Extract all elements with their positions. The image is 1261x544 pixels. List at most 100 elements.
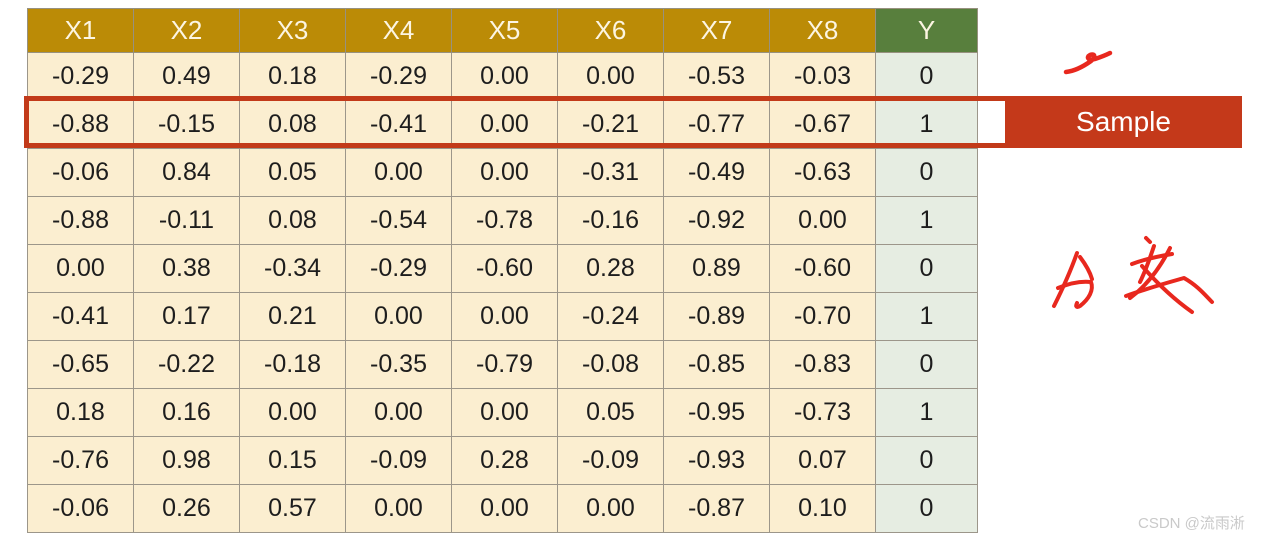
feature-cell: -0.70 xyxy=(769,292,876,341)
table-row: -0.65 -0.22 -0.18 -0.35 -0.79 -0.08 -0.85 -0.83… xyxy=(27,340,978,389)
sample-label: Sample xyxy=(1005,96,1242,148)
table-row: -0.41 0.17 0.21 0.00 0.00 -0.24 -0.89 -0.70 1 xyxy=(27,292,978,341)
feature-cell: 0.28 xyxy=(451,436,558,485)
feature-cell: 0.00 xyxy=(345,292,452,341)
feature-cell: -0.89 xyxy=(663,292,770,341)
feature-cell: -0.67 xyxy=(769,100,876,149)
feature-cell: -0.06 xyxy=(27,148,134,197)
feature-cell: -0.34 xyxy=(239,244,346,293)
feature-cell: -0.85 xyxy=(663,340,770,389)
feature-cell: 0.84 xyxy=(133,148,240,197)
feature-cell: 0.00 xyxy=(557,484,664,533)
feature-cell: 0.00 xyxy=(451,484,558,533)
feature-cell: 0.05 xyxy=(557,388,664,437)
feature-cell: -0.65 xyxy=(27,340,134,389)
feature-cell: -0.76 xyxy=(27,436,134,485)
handwriting-annotation xyxy=(1052,236,1214,314)
label-cell: 0 xyxy=(875,340,978,389)
label-cell: 1 xyxy=(875,292,978,341)
feature-cell: 0.16 xyxy=(133,388,240,437)
table-row: -0.88 -0.11 0.08 -0.54 -0.78 -0.16 -0.92 0.00 1 xyxy=(27,196,978,245)
feature-cell: 0.26 xyxy=(133,484,240,533)
feature-cell: 0.00 xyxy=(27,244,134,293)
feature-cell: 0.15 xyxy=(239,436,346,485)
feature-cell: 0.10 xyxy=(769,484,876,533)
feature-cell: 0.08 xyxy=(239,196,346,245)
label-cell: 0 xyxy=(875,52,978,101)
feature-column-header: X2 xyxy=(133,8,240,53)
label-column-header: Y xyxy=(875,8,978,53)
feature-cell: 0.00 xyxy=(345,148,452,197)
feature-cell: -0.09 xyxy=(557,436,664,485)
feature-cell: -0.60 xyxy=(769,244,876,293)
feature-column-header: X1 xyxy=(27,8,134,53)
table-body: -0.29 0.49 0.18 -0.29 0.00 0.00 -0.53 -0.03 0 -0.… xyxy=(27,52,978,533)
feature-cell: -0.92 xyxy=(663,196,770,245)
feature-cell: 0.49 xyxy=(133,52,240,101)
feature-cell: -0.53 xyxy=(663,52,770,101)
feature-cell: 0.89 xyxy=(663,244,770,293)
feature-cell: -0.03 xyxy=(769,52,876,101)
feature-cell: 0.00 xyxy=(451,52,558,101)
feature-cell: -0.31 xyxy=(557,148,664,197)
feature-cell: 0.00 xyxy=(769,196,876,245)
label-cell: 1 xyxy=(875,100,978,149)
feature-column-header: X3 xyxy=(239,8,346,53)
table-row: -0.29 0.49 0.18 -0.29 0.00 0.00 -0.53 -0.03 0 xyxy=(27,52,978,101)
watermark: CSDN @流雨淅 xyxy=(1138,515,1245,532)
feature-column-header: X5 xyxy=(451,8,558,53)
feature-cell: 0.21 xyxy=(239,292,346,341)
feature-cell: -0.16 xyxy=(557,196,664,245)
feature-cell: -0.29 xyxy=(345,244,452,293)
feature-cell: 0.00 xyxy=(345,388,452,437)
feature-cell: -0.78 xyxy=(451,196,558,245)
feature-cell: 0.08 xyxy=(239,100,346,149)
feature-cell: -0.54 xyxy=(345,196,452,245)
label-cell: 0 xyxy=(875,244,978,293)
feature-cell: -0.49 xyxy=(663,148,770,197)
feature-cell: 0.00 xyxy=(557,52,664,101)
table-row-highlighted: -0.88 -0.15 0.08 -0.41 0.00 -0.21 -0.77 -0.67 1 xyxy=(27,100,978,149)
feature-cell: 0.00 xyxy=(451,388,558,437)
data-table: X1 X2 X3 X4 X5 X6 X7 X8 Y -0.29 0.49 0.18 -0.29 0.00… xyxy=(27,8,978,533)
feature-cell: -0.77 xyxy=(663,100,770,149)
feature-cell: 0.18 xyxy=(239,52,346,101)
feature-cell: -0.24 xyxy=(557,292,664,341)
feature-cell: 0.00 xyxy=(451,148,558,197)
feature-cell: 0.00 xyxy=(239,388,346,437)
feature-column-header: X4 xyxy=(345,8,452,53)
feature-cell: -0.21 xyxy=(557,100,664,149)
feature-cell: -0.83 xyxy=(769,340,876,389)
feature-cell: -0.88 xyxy=(27,196,134,245)
feature-column-header: X6 xyxy=(557,8,664,53)
feature-cell: 0.28 xyxy=(557,244,664,293)
feature-column-header: X8 xyxy=(769,8,876,53)
table-row: 0.00 0.38 -0.34 -0.29 -0.60 0.28 0.89 -0.60 0 xyxy=(27,244,978,293)
feature-cell: -0.93 xyxy=(663,436,770,485)
feature-cell: -0.18 xyxy=(239,340,346,389)
header-row: X1 X2 X3 X4 X5 X6 X7 X8 Y xyxy=(27,8,978,53)
feature-cell: -0.09 xyxy=(345,436,452,485)
feature-cell: -0.95 xyxy=(663,388,770,437)
label-cell: 0 xyxy=(875,484,978,533)
feature-cell: -0.88 xyxy=(27,100,134,149)
feature-cell: -0.35 xyxy=(345,340,452,389)
feature-cell: -0.87 xyxy=(663,484,770,533)
feature-cell: -0.41 xyxy=(27,292,134,341)
feature-cell: -0.29 xyxy=(345,52,452,101)
feature-cell: 0.38 xyxy=(133,244,240,293)
feature-cell: -0.22 xyxy=(133,340,240,389)
table-row: -0.06 0.84 0.05 0.00 0.00 -0.31 -0.49 -0.63 0 xyxy=(27,148,978,197)
feature-cell: 0.00 xyxy=(451,292,558,341)
label-cell: 0 xyxy=(875,148,978,197)
label-cell: 0 xyxy=(875,436,978,485)
feature-cell: -0.29 xyxy=(27,52,134,101)
feature-cell: 0.00 xyxy=(345,484,452,533)
label-cell: 1 xyxy=(875,196,978,245)
feature-cell: 0.05 xyxy=(239,148,346,197)
feature-cell: -0.73 xyxy=(769,388,876,437)
table-row: -0.06 0.26 0.57 0.00 0.00 0.00 -0.87 0.10 0 xyxy=(27,484,978,533)
feature-cell: 0.57 xyxy=(239,484,346,533)
feature-cell: -0.11 xyxy=(133,196,240,245)
feature-cell: -0.63 xyxy=(769,148,876,197)
